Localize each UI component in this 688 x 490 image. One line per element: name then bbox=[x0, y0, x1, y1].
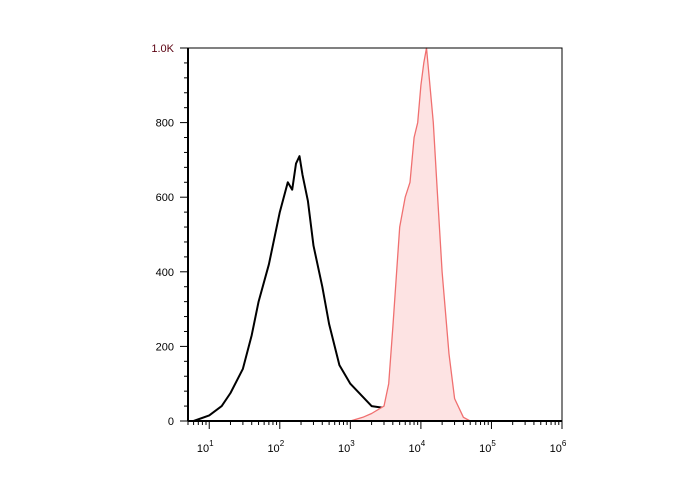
x-axis: 101 102 103 104 105 106 bbox=[187, 421, 567, 455]
y-tick-label: 1.0K bbox=[151, 43, 174, 55]
x-tick-label: 104 bbox=[409, 439, 426, 455]
series-1-area bbox=[350, 48, 471, 421]
x-tick-label: 103 bbox=[338, 439, 355, 455]
series-layer bbox=[193, 47, 471, 422]
series-1-line bbox=[350, 47, 471, 422]
y-tick-label: 200 bbox=[156, 341, 174, 353]
x-tick-label: 106 bbox=[550, 439, 567, 455]
y-axis: 0 200 400 600 800 1.0K bbox=[151, 43, 188, 428]
x-tick-label: 101 bbox=[197, 439, 214, 455]
y-tick-label: 800 bbox=[156, 118, 174, 130]
plot-frame bbox=[187, 47, 563, 422]
x-tick-label: 102 bbox=[267, 439, 284, 455]
series-0-line bbox=[193, 155, 422, 422]
y-tick-label: 0 bbox=[168, 416, 174, 428]
y-tick-label: 600 bbox=[156, 192, 174, 204]
y-tick-label: 400 bbox=[156, 267, 174, 279]
x-tick-label: 105 bbox=[479, 439, 496, 455]
